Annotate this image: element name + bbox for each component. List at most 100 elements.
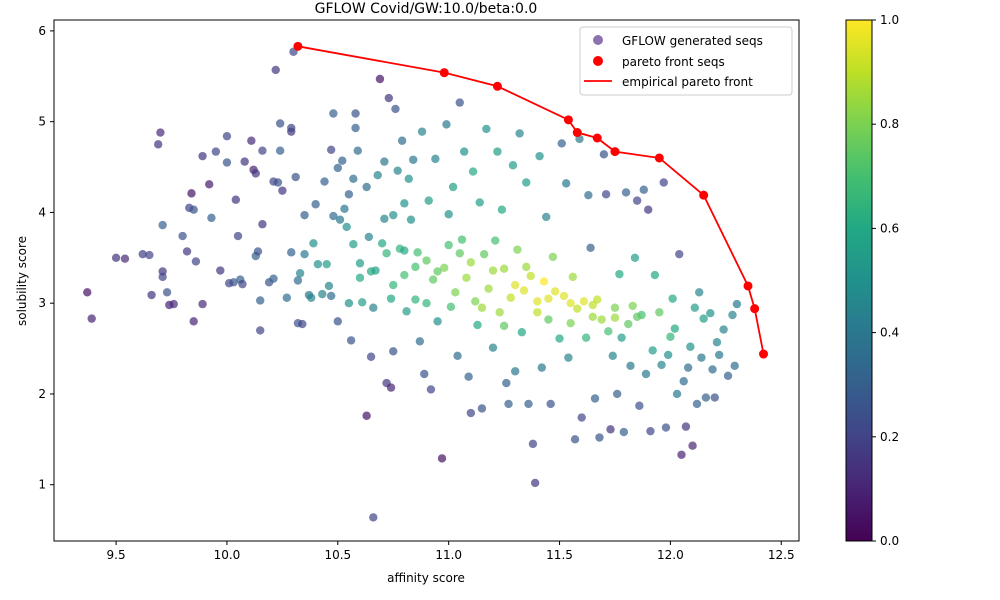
scatter-point [207, 213, 216, 223]
scatter-point [389, 280, 398, 290]
scatter-point [544, 315, 553, 324]
scatter-point [599, 150, 609, 159]
scatter-point [282, 293, 292, 302]
scatter-point [475, 198, 484, 207]
scatter-point [433, 317, 442, 326]
scatter-point [635, 401, 644, 410]
scatter-point [510, 367, 520, 376]
scatter-point [158, 220, 167, 230]
scatter-point [491, 236, 500, 245]
scatter-point [322, 259, 331, 269]
scatter-point [369, 303, 378, 312]
scatter-point [517, 328, 527, 337]
scatter-point [162, 288, 172, 297]
scatter-point [606, 425, 615, 434]
colorbar-tick-label: 0.4 [880, 326, 899, 340]
scatter-point [333, 163, 343, 173]
scatter-point [593, 295, 602, 304]
scatter-point [544, 294, 553, 303]
scatter-point [659, 178, 668, 187]
scatter-point [187, 189, 196, 198]
scatter-point [473, 320, 482, 330]
scatter-point [238, 279, 247, 289]
scatter-point [293, 276, 303, 285]
scatter-point [300, 249, 309, 259]
scatter-point [695, 288, 704, 297]
scatter-point [697, 353, 706, 362]
scatter-point [428, 275, 438, 284]
scatter-point [431, 154, 440, 164]
scatter-point [681, 422, 691, 431]
scatter-point [508, 161, 518, 170]
scatter-point [393, 166, 402, 175]
scatter-point [400, 199, 409, 208]
scatter-point [610, 303, 620, 312]
scatter-point [154, 140, 163, 149]
scatter-point [526, 271, 535, 281]
scatter-point [668, 294, 677, 303]
scatter-point [366, 352, 376, 361]
pareto-point [654, 153, 664, 163]
scatter-point [502, 378, 511, 388]
y-tick-label: 5 [38, 115, 46, 129]
scatter-point [688, 441, 697, 450]
scatter-point [515, 129, 524, 138]
scatter-point [577, 413, 586, 422]
scatter-point [522, 178, 531, 187]
scatter-point [311, 200, 320, 209]
scatter-point [251, 169, 260, 178]
scatter-point [269, 274, 278, 283]
scatter-point [712, 338, 722, 347]
scatter-point [581, 333, 591, 342]
scatter-point [630, 253, 640, 263]
scatter-point [295, 269, 305, 278]
scatter-point [338, 156, 347, 165]
y-tick-label: 1 [38, 478, 46, 492]
scatter-point [663, 350, 673, 360]
scatter-point [287, 123, 296, 133]
scatter-point [380, 214, 389, 223]
scatter-point [216, 266, 225, 275]
scatter-point [256, 326, 265, 335]
scatter-point [462, 273, 471, 282]
scatter-point [699, 314, 708, 323]
scatter-point [275, 146, 285, 155]
scatter-point [641, 369, 651, 379]
scatter-point [156, 128, 165, 137]
x-axis: 9.5 10.0 10.5 11.0 11.5 12.0 12.5 [107, 541, 795, 562]
scatter-point [329, 109, 338, 118]
scatter-point [169, 299, 178, 309]
scatter-point [719, 325, 728, 334]
scatter-point [555, 334, 564, 343]
scatter-point [333, 317, 343, 326]
scatter-point [612, 389, 622, 399]
scatter-point [477, 303, 487, 312]
scatter-point [657, 360, 666, 370]
scatter-point [87, 314, 96, 323]
scatter-point [466, 258, 476, 267]
scatter-point [466, 408, 476, 418]
y-axis: 1 2 3 4 5 6 [38, 24, 54, 492]
scatter-point [524, 399, 533, 409]
scatter-point [351, 109, 360, 118]
plot-area [53, 19, 800, 542]
scatter-point [380, 157, 389, 166]
pareto-point [439, 68, 449, 78]
scatter-point [138, 249, 147, 259]
scatter-point [342, 222, 351, 232]
scatter-point [178, 231, 187, 241]
scatter-point [362, 411, 371, 420]
scatter-point [564, 353, 573, 362]
scatter-point [455, 249, 464, 258]
scatter-point [340, 204, 349, 213]
scatter-point [495, 308, 504, 317]
scatter-point [588, 312, 597, 322]
scatter-point [145, 250, 154, 260]
scatter-point [120, 254, 130, 263]
scatter-point [258, 220, 267, 229]
scatter-point [570, 435, 580, 444]
scatter-point [537, 363, 546, 372]
scatter-point [597, 315, 606, 324]
scatter-point [158, 272, 167, 282]
